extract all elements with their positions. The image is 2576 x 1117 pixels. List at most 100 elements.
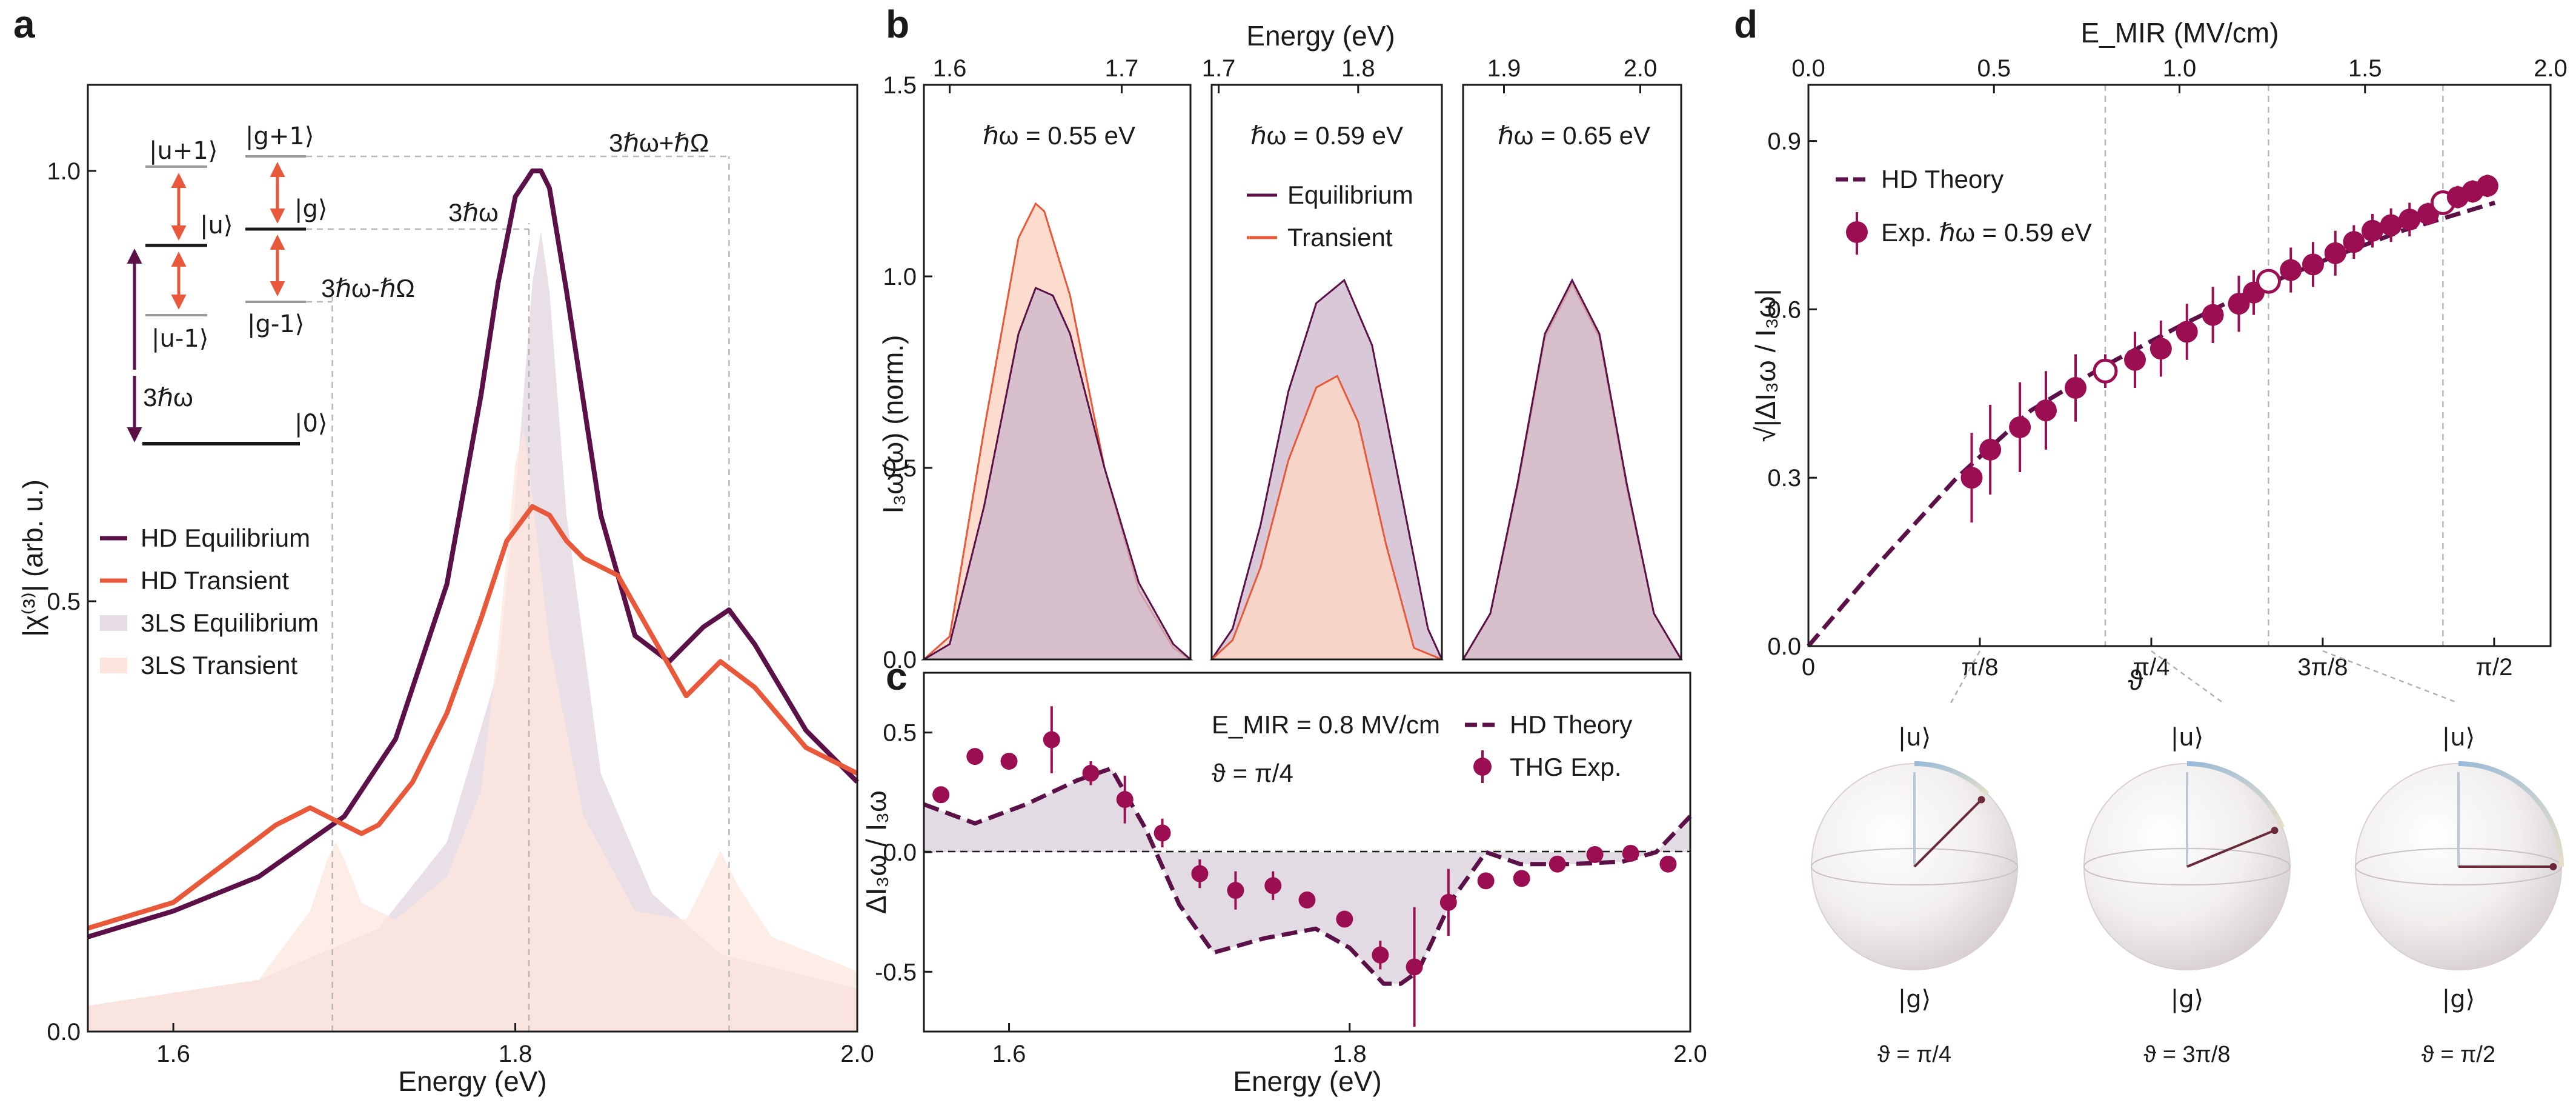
c-point-12 [1372, 946, 1389, 964]
bloch-arc-1 [2186, 761, 2285, 829]
bloch-state-tip-0 [1977, 796, 1985, 804]
d-xtick-bottom-label: 0 [1802, 654, 1815, 681]
panel-a: 1.6 1.8 2.0 0.0 0.5 1.0 Energy (eV) |χ⁽³⁾| (a… [17, 84, 874, 1097]
panel-b-areas [920, 202, 1683, 661]
panel-d-theory [1807, 201, 2496, 648]
a-ytick-label: 0.5 [47, 589, 81, 615]
c-point-15 [1477, 872, 1495, 890]
a-xtick-label: 1.8 [499, 1041, 533, 1067]
panel-b1-title: ℏω = 0.55 eV [983, 121, 1135, 150]
c-point-18 [1586, 845, 1604, 863]
panel-b-ylabel: I₃ω(ω) (norm.) [877, 335, 909, 514]
b-ytick-label: 1.0 [883, 264, 917, 290]
panel-b: 1.6 1.7 1.7 1.8 1.9 2.0 0.0 0.5 1.0 1.5 Energy (e… [877, 20, 1683, 673]
panel-label-b: b [886, 2, 909, 46]
bloch-state-vector-0 [1913, 798, 1983, 868]
d-point-24 [2476, 175, 2498, 197]
d-point-8 [2176, 321, 2198, 343]
panel-d-points [1960, 175, 2498, 523]
d-xtick-top-label: 1.0 [2163, 55, 2197, 82]
sphere-connector-1 [2151, 650, 2224, 704]
d-point-1 [1979, 438, 2002, 461]
label-u: |u⟩ [200, 212, 233, 239]
bloch-top-label-0: |u⟩ [1898, 724, 1931, 752]
bloch-theta-label-0: ϑ = π/4 [1877, 1042, 1951, 1067]
bloch-top-label-1: |u⟩ [2171, 724, 2203, 752]
c-point-16 [1513, 870, 1530, 887]
c-point-3 [1043, 731, 1060, 749]
label-three-hw: 3ℏω [448, 198, 499, 227]
d-xtick-bottom-label: π/2 [2475, 654, 2512, 681]
d-point-14 [2302, 253, 2324, 276]
legend-a-swatch-3 [100, 658, 127, 673]
label-three-hw-minus: 3ℏω-ℏΩ [321, 274, 415, 302]
a-xtick-label: 1.6 [156, 1041, 190, 1067]
d-theory-line [1807, 201, 2496, 648]
panel-c: 1.6 1.8 2.0 0.5 0.0 -0.5 Energy (eV) ΔI₃ω / I… [860, 672, 1707, 1097]
d-xtick-top-label: 0.5 [1977, 55, 2011, 82]
b3-area-equilibrium [1461, 278, 1683, 661]
legend-a-label-3: 3LS Transient [141, 651, 297, 679]
panel-label-a: a [13, 2, 35, 46]
panel-a-lines [87, 168, 859, 939]
bloch-state-tip-2 [2549, 863, 2557, 870]
d-point-16 [2343, 231, 2365, 253]
panel-a-xlabel: Energy (eV) [398, 1065, 546, 1097]
a-line-hd-transient [87, 504, 858, 931]
legend-b-label-1: Transient [1287, 223, 1393, 252]
panel-d-xlabel-bottom: ϑ [2128, 664, 2143, 696]
a-xtick-label: 2.0 [840, 1041, 874, 1067]
legend-b-label-0: Equilibrium [1287, 181, 1413, 209]
panel-label-c: c [886, 655, 908, 698]
d-point-10 [2228, 293, 2250, 315]
panel-a-legend: HD Equilibrium HD Transient 3LS Equilibr… [100, 524, 319, 679]
d-ytick-label: 0.9 [1767, 128, 1801, 155]
legend-c-swatch-1 [1473, 758, 1492, 776]
panel-a-guides [306, 155, 730, 1032]
panel-b2-title: ℏω = 0.59 eV [1250, 121, 1403, 150]
bloch-theta-label-2: ϑ = π/2 [2422, 1042, 2495, 1067]
panel-label-d: d [1734, 2, 1758, 46]
panel-d: 0.0 0.5 1.0 1.5 2.0 0 π/8 π/4 3π/8 π/2 0.0 0.3 0.6 0.… [1750, 17, 2568, 1067]
bloch-state-tip-1 [2271, 827, 2279, 835]
c-point-20 [1659, 855, 1677, 873]
label-u-minus-1: |u-1⟩ [151, 325, 208, 353]
c-point-6 [1154, 824, 1171, 842]
b1-area-equilibrium [920, 286, 1193, 661]
a-area-3ls-transient [88, 429, 857, 1032]
panel-c-points [932, 706, 1677, 1027]
c-point-0 [932, 786, 950, 804]
c-ytick-label: 0.5 [883, 720, 917, 747]
legend-c-label-1: THG Exp. [1510, 753, 1621, 781]
c-xtick-label: 1.6 [992, 1041, 1026, 1067]
bloch-state-vector-1 [2186, 829, 2276, 868]
c-point-11 [1336, 910, 1353, 928]
c-point-4 [1082, 764, 1100, 782]
legend-c-label-0: HD Theory [1510, 710, 1632, 739]
b-ytick-label: 0.5 [883, 455, 917, 482]
c-point-19 [1622, 844, 1639, 862]
panel-c-fill [924, 768, 1690, 984]
c-point-8 [1227, 882, 1244, 899]
panel-a-fills [88, 231, 857, 1032]
panel-c-ylabel: ΔI₃ω / I₃ω [860, 790, 892, 914]
label-g: |g⟩ [294, 195, 327, 223]
a-ytick-label: 0.0 [47, 1019, 81, 1045]
a-ytick-label: 1.0 [47, 158, 81, 185]
legend-a-label-0: HD Equilibrium [141, 524, 310, 552]
d-point-6 [2124, 348, 2146, 371]
panel-b-ticks: 1.6 1.7 1.7 1.8 1.9 2.0 0.0 0.5 1.0 1.5 [883, 55, 1657, 673]
panel-c-theta-annotation: ϑ = π/4 [1212, 759, 1293, 787]
panel-a-ylabel: |χ⁽³⁾| (arb. u.) [17, 479, 48, 637]
b3-xtick-label: 2.0 [1624, 55, 1658, 82]
d-point-2 [2009, 416, 2031, 438]
d-xtick-top-label: 1.5 [2348, 55, 2382, 82]
d-xtick-top-label: 0.0 [1791, 55, 1825, 82]
b1-xtick-label: 1.7 [1105, 55, 1139, 82]
b3-xtick-label: 1.9 [1487, 55, 1521, 82]
panel-c-xlabel: Energy (eV) [1233, 1065, 1381, 1097]
legend-d-label-1: Exp. ℏω = 0.59 eV [1881, 218, 2092, 247]
panel-b2-frame [1210, 84, 1443, 661]
d-point-7 [2149, 338, 2172, 360]
